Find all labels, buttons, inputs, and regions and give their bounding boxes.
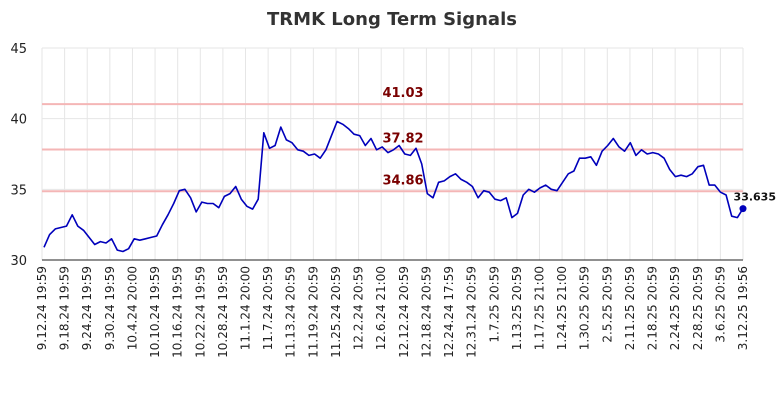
x-tick-label: 2.11.25 20:59 <box>623 266 637 350</box>
x-tick-label: 11.1.24 20:00 <box>239 266 253 350</box>
chart-title: TRMK Long Term Signals <box>267 9 517 30</box>
x-tick-label: 10.4.24 20:00 <box>125 266 139 350</box>
x-tick-label: 12.2.24 20:59 <box>352 266 366 350</box>
x-tick-label: 11.7.24 20:59 <box>261 266 275 350</box>
x-tick-label: 3.12.25 19:56 <box>736 266 750 350</box>
x-tick-label: 10.22.24 19:59 <box>193 266 207 358</box>
last-value-marker <box>739 205 747 213</box>
x-tick-label: 12.12.24 20:59 <box>397 266 411 358</box>
labels: 41.03 37.82 34.86 33.635 <box>382 86 776 204</box>
y-tick-label: 45 <box>10 42 27 57</box>
x-tick-label: 11.25.24 20:59 <box>329 266 343 358</box>
x-tick-label: 1.17.25 21:00 <box>532 266 546 350</box>
price-series <box>43 120 747 253</box>
x-tick-label: 2.18.25 20:59 <box>646 266 660 350</box>
y-tick-label: 40 <box>10 113 27 128</box>
x-tick-label: 9.18.24 19:59 <box>58 266 72 350</box>
price-line <box>43 120 744 253</box>
x-tick-label: 12.6.24 21:00 <box>374 266 388 350</box>
y-tick-label: 35 <box>10 183 27 198</box>
signal-level-label: 41.03 <box>382 86 423 101</box>
x-tick-label: 2.24.25 20:59 <box>668 266 682 350</box>
x-tick-label: 1.7.25 20:59 <box>487 266 501 343</box>
grid <box>41 47 744 261</box>
x-tick-label: 2.28.25 20:59 <box>691 266 705 350</box>
x-tick-label: 1.24.25 21:00 <box>555 266 569 350</box>
x-tick-label: 9.30.24 19:59 <box>103 266 117 350</box>
x-tick-label: 9.24.24 19:59 <box>80 266 94 350</box>
x-tick-label: 3.6.25 20:59 <box>713 266 727 343</box>
last-value-label: 33.635 <box>734 191 776 204</box>
x-tick-label: 10.16.24 19:59 <box>171 266 185 358</box>
x-tick-label: 10.10.24 19:59 <box>148 266 162 358</box>
signal-level-label: 34.86 <box>382 173 423 188</box>
signal-level-label: 37.82 <box>382 131 423 146</box>
x-tick-label: 2.5.25 20:59 <box>600 266 614 343</box>
x-tick-label: 11.13.24 20:59 <box>284 266 298 358</box>
x-tick-label: 10.28.24 19:59 <box>216 266 230 358</box>
x-tick-label: 9.12.24 19:59 <box>35 266 49 350</box>
x-tick-label: 11.19.24 20:59 <box>306 266 320 358</box>
y-tick-label: 30 <box>10 254 27 269</box>
x-tick-label: 12.18.24 20:59 <box>419 266 433 358</box>
x-tick-label: 12.31.24 20:59 <box>465 266 479 358</box>
x-tick-label: 1.13.25 20:59 <box>510 266 524 350</box>
axes: 30 35 40 45 9.12.24 19:59 9.18.24 19:59 9.24.2… <box>10 42 750 358</box>
x-tick-label: 12.24.24 17:59 <box>442 266 456 358</box>
x-tick-label: 1.30.25 20:59 <box>578 266 592 350</box>
